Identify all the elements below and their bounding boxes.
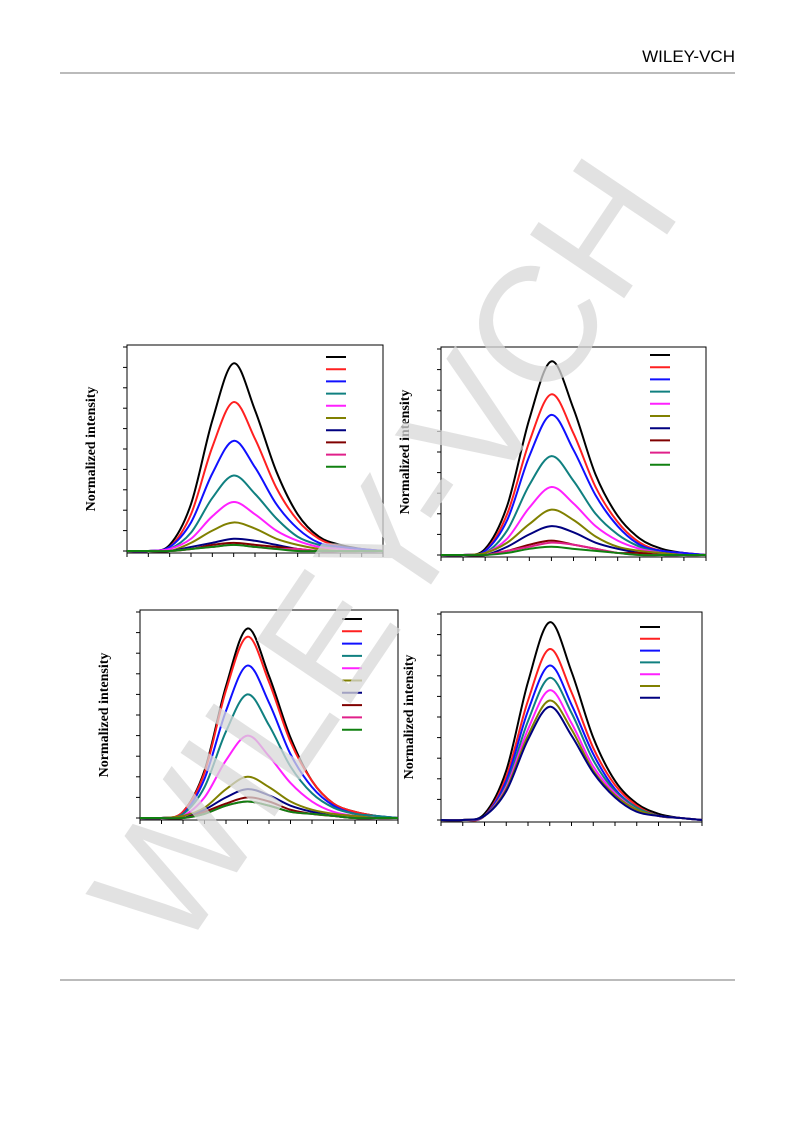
figure: Normalized intensity Normalized intensity… [84, 344, 707, 826]
series-line [139, 775, 399, 820]
series-line [440, 360, 707, 557]
series-line [126, 501, 384, 553]
chart: Normalized intensity [97, 609, 399, 824]
y-axis-label: Normalized intensity [402, 655, 417, 780]
y-axis-label: Normalized intensity [84, 387, 99, 512]
series-line [441, 545, 706, 557]
series-line [139, 693, 399, 820]
y-axis-label: Normalized intensity [398, 390, 413, 515]
series-line [440, 664, 703, 822]
series-line [440, 413, 707, 557]
series-line [127, 543, 383, 553]
series-line [440, 508, 707, 557]
y-axis-label: Normalized intensity [97, 653, 112, 778]
series-line [126, 362, 384, 553]
chart: Normalized intensity [402, 611, 703, 826]
series-line [440, 699, 703, 822]
series-line [440, 705, 703, 822]
plot-frame [440, 611, 703, 823]
series-line [126, 439, 384, 553]
series-line [440, 621, 703, 822]
series-line [140, 800, 398, 820]
series-line [440, 689, 703, 822]
series-line [440, 676, 703, 822]
header-logo: WILEY-VCH [642, 47, 735, 66]
series-line [139, 635, 399, 820]
chart: Normalized intensity [398, 346, 707, 561]
chart: Normalized intensity [84, 344, 384, 557]
